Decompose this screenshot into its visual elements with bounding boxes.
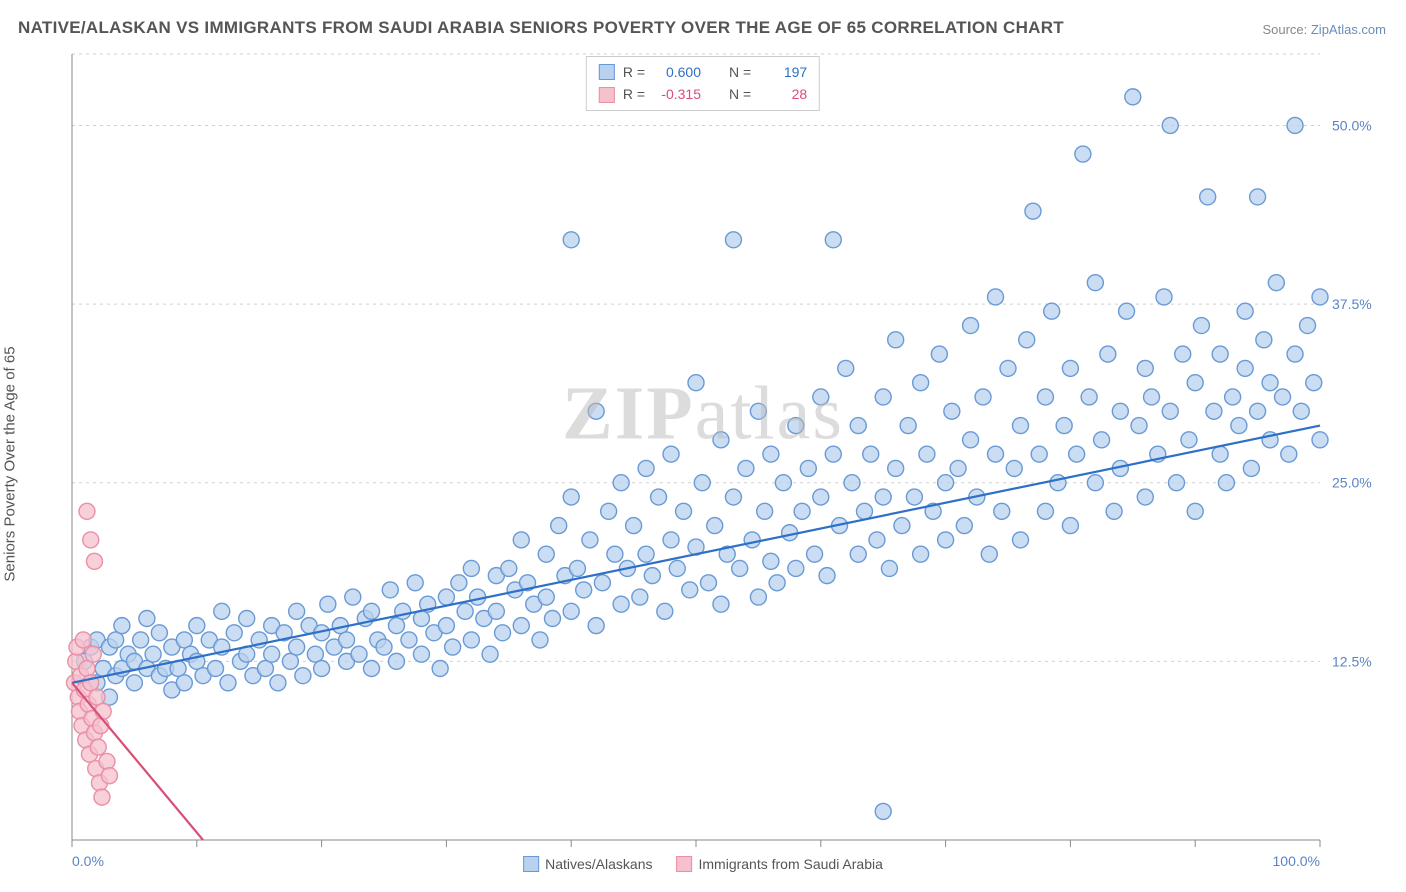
series-legend: Natives/Alaskans Immigrants from Saudi A… [523, 856, 883, 872]
n-value-pink: 28 [759, 83, 807, 105]
legend-swatch-blue [523, 856, 539, 872]
legend-label-blue: Natives/Alaskans [545, 856, 652, 872]
legend-item-pink: Immigrants from Saudi Arabia [676, 856, 882, 872]
n-label: N = [729, 61, 751, 83]
n-value-blue: 197 [759, 61, 807, 83]
scatter-plot: 12.5% 25.0% 37.5% 50.0% 0.0% 100.0% [62, 50, 1388, 878]
chart-container: Seniors Poverty Over the Age of 65 12.5%… [18, 50, 1388, 878]
n-label: N = [729, 83, 751, 105]
stats-row-blue: R = 0.600 N = 197 [599, 61, 807, 83]
stats-row-pink: R = -0.315 N = 28 [599, 83, 807, 105]
r-label: R = [623, 83, 645, 105]
source-link[interactable]: ZipAtlas.com [1311, 22, 1386, 37]
svg-text:37.5%: 37.5% [1332, 296, 1372, 312]
svg-text:50.0%: 50.0% [1332, 117, 1372, 133]
r-label: R = [623, 61, 645, 83]
stats-swatch-blue [599, 64, 615, 80]
svg-text:25.0%: 25.0% [1332, 475, 1372, 491]
source-attribution: Source: ZipAtlas.com [1262, 22, 1386, 37]
r-value-pink: -0.315 [653, 83, 701, 105]
legend-item-blue: Natives/Alaskans [523, 856, 652, 872]
svg-text:100.0%: 100.0% [1273, 853, 1320, 869]
stats-legend: R = 0.600 N = 197 R = -0.315 N = 28 [586, 56, 820, 111]
svg-text:12.5%: 12.5% [1332, 653, 1372, 669]
legend-label-pink: Immigrants from Saudi Arabia [698, 856, 882, 872]
stats-swatch-pink [599, 87, 615, 103]
chart-title: NATIVE/ALASKAN VS IMMIGRANTS FROM SAUDI … [18, 18, 1064, 38]
r-value-blue: 0.600 [653, 61, 701, 83]
svg-text:0.0%: 0.0% [72, 853, 104, 869]
source-prefix: Source: [1262, 22, 1310, 37]
y-axis-label: Seniors Poverty Over the Age of 65 [2, 346, 19, 581]
legend-swatch-pink [676, 856, 692, 872]
